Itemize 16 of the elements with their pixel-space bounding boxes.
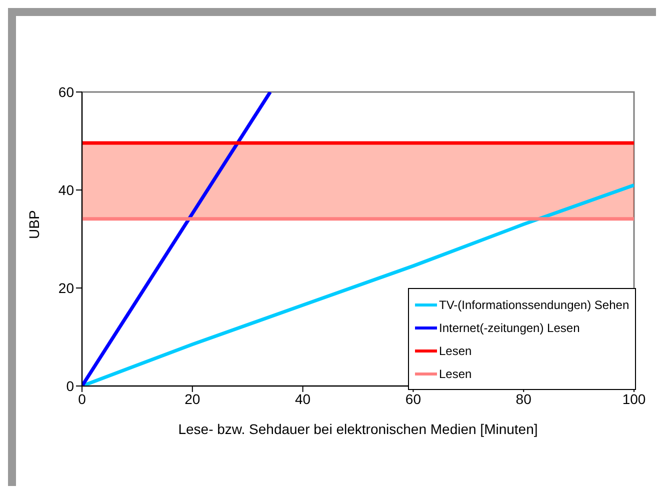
legend-label: TV-(Informationssendungen) Sehen <box>439 298 630 312</box>
y-tick-label: 20 <box>58 280 74 296</box>
legend-label: Internet(-zeitungen) Lesen <box>439 320 580 334</box>
legend-label: Lesen <box>439 366 472 380</box>
x-tick-label: 80 <box>516 390 532 407</box>
x-axis-title: Lese- bzw. Sehdauer bei elektronischen Medien [Minuten] <box>178 421 538 437</box>
x-tick-label: 20 <box>184 390 200 407</box>
y-axis-title: UBP <box>26 210 42 239</box>
y-tick-label: 0 <box>66 378 74 394</box>
x-tick-label: 60 <box>405 390 422 407</box>
x-tick-label: 40 <box>295 390 311 407</box>
y-tick-label: 60 <box>58 84 74 100</box>
x-tick-label: 100 <box>622 390 646 407</box>
y-tick-label: 40 <box>58 182 74 198</box>
x-tick-label: 0 <box>78 390 86 407</box>
legend-label: Lesen <box>439 344 472 358</box>
